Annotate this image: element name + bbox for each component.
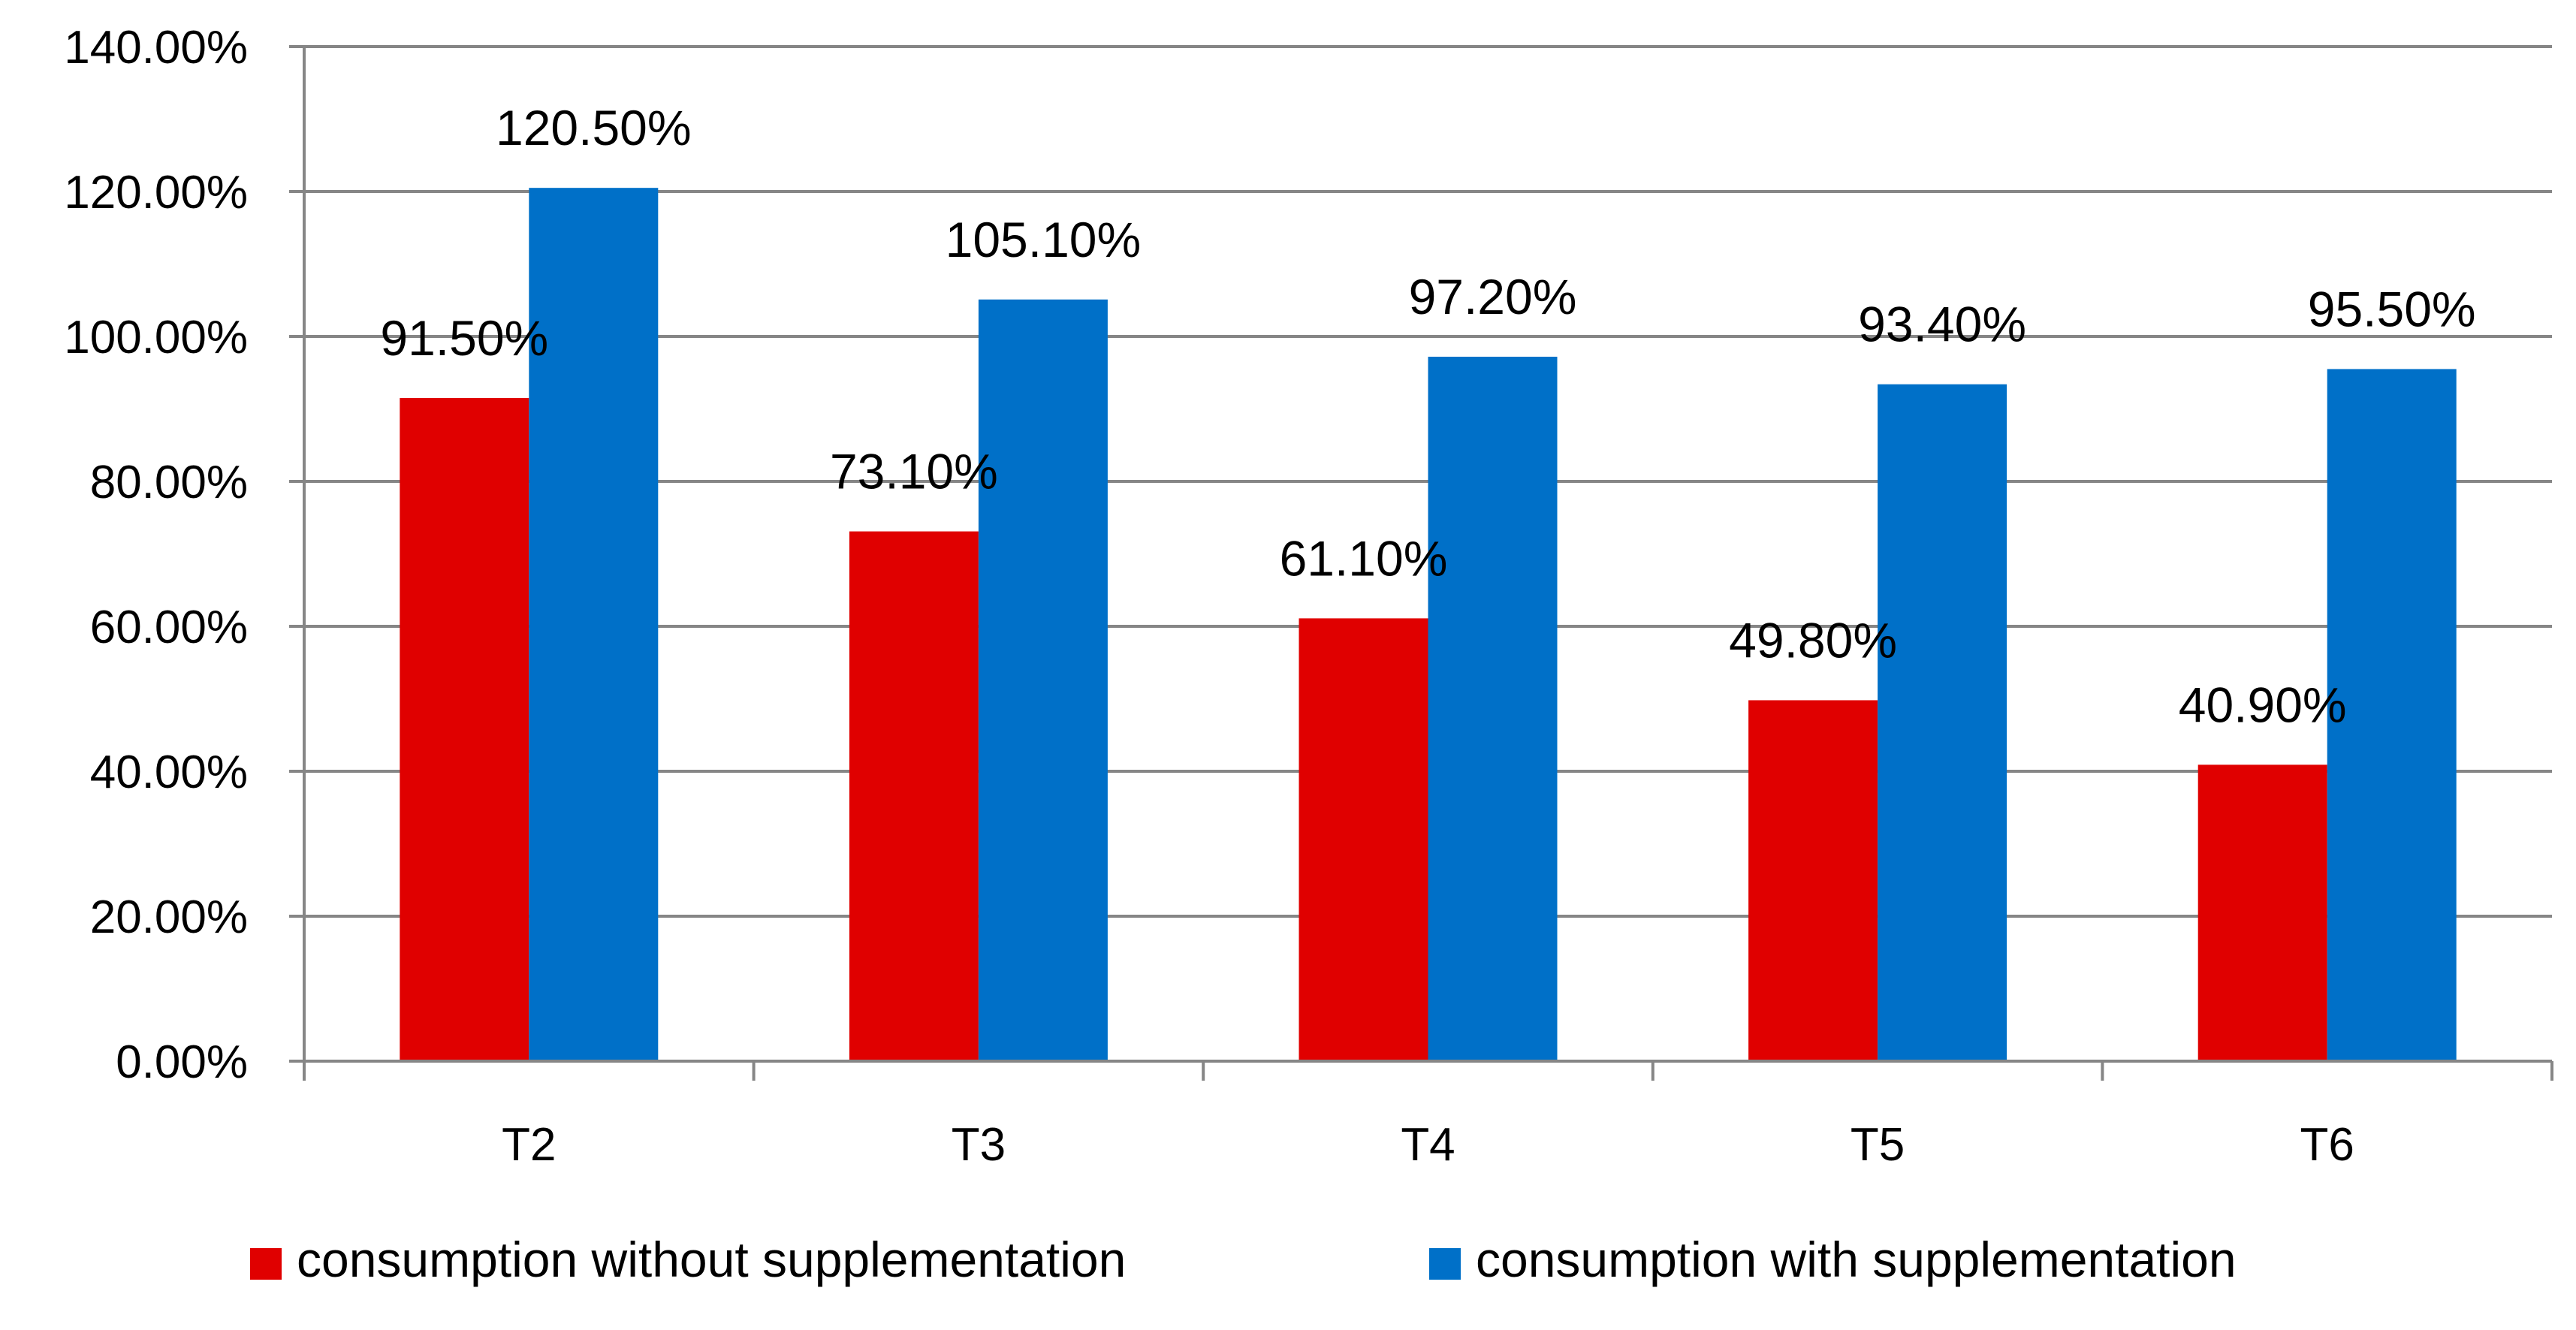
data-label: 95.50% [2308,281,2476,336]
x-tick-label: T3 [952,1119,1006,1171]
bar [1748,700,1878,1061]
y-tick-label: 100.00% [64,312,248,363]
x-tick-label: T6 [2300,1119,2354,1171]
bar [849,531,979,1061]
bar [978,299,1108,1061]
data-label: 120.50% [496,100,692,155]
x-axis-ticks: T2 T3 T4 T5 T6 [303,1061,2553,1171]
y-tick-label: 60.00% [90,602,248,653]
data-label: 93.40% [1858,297,2026,352]
bar [1878,384,2007,1061]
legend: consumption without supplementation consu… [250,1232,2237,1287]
legend-swatch [250,1248,282,1280]
axes [303,47,2552,1063]
data-label: 61.10% [1280,530,1448,586]
bars [400,188,2457,1061]
legend-swatch [1429,1248,1461,1280]
x-tick-label: T2 [502,1119,556,1171]
data-label: 97.20% [1409,269,1577,324]
x-tick-label: T5 [1851,1119,1905,1171]
y-tick-label: 140.00% [64,22,248,74]
y-tick-label: 0.00% [116,1036,248,1088]
data-label: 91.50% [380,310,548,366]
legend-label: consumption without supplementation [297,1232,1126,1287]
y-tick-label: 20.00% [90,891,248,943]
legend-label: consumption with supplementation [1476,1232,2237,1287]
bar [400,398,529,1061]
bar [529,188,659,1061]
data-label: 49.80% [1729,612,1897,668]
y-axis-ticks: 0.00% 20.00% 40.00% 60.00% 80.00% 100.00% 120.… [64,22,304,1088]
y-tick-label: 40.00% [90,746,248,798]
bar [2197,765,2327,1061]
data-label: 105.10% [946,212,1142,267]
x-tick-label: T4 [1401,1119,1455,1171]
data-label: 40.90% [2179,677,2347,732]
y-tick-label: 80.00% [90,457,248,508]
data-label: 73.10% [830,444,998,499]
bar [2327,369,2457,1061]
bar [1299,618,1428,1061]
bar [1428,357,1558,1061]
data-labels: 91.50% 120.50% 73.10% 105.10% 61.10% 97.20% 49… [380,100,2475,732]
y-tick-label: 120.00% [64,167,248,219]
